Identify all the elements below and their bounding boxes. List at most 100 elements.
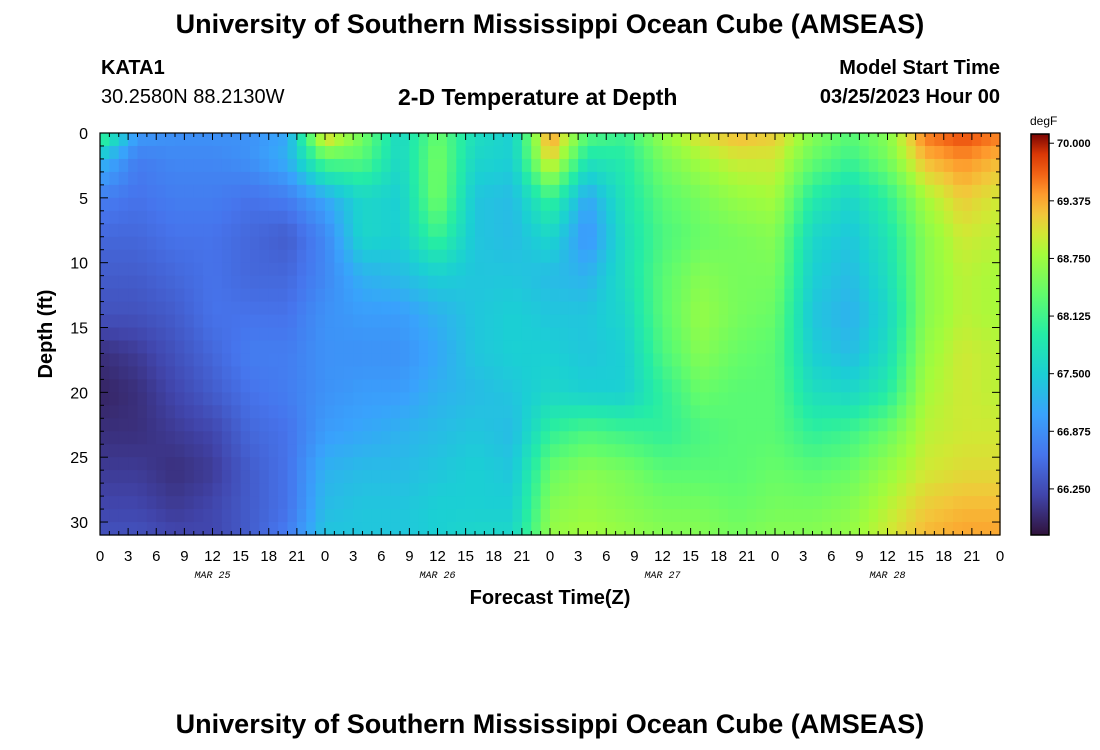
heatmap-cell: [146, 210, 157, 225]
heatmap-cell: [306, 457, 317, 471]
heatmap-cell: [278, 275, 289, 290]
heatmap-cell: [765, 249, 776, 264]
heatmap-cell: [587, 431, 598, 445]
heatmap-cell: [371, 133, 382, 147]
heatmap-cell: [690, 197, 701, 212]
heatmap-cell: [615, 301, 626, 316]
heatmap-cell: [784, 145, 795, 160]
heatmap-cell: [653, 236, 664, 251]
heatmap-cell: [184, 483, 195, 497]
heatmap-cell: [625, 262, 635, 277]
heatmap-cell: [690, 314, 701, 329]
heatmap-cell: [896, 444, 907, 458]
heatmap-cell: [578, 236, 589, 251]
heatmap-cell: [400, 405, 410, 419]
heatmap-cell: [643, 262, 654, 277]
heatmap-cell: [409, 444, 420, 458]
heatmap-cell: [231, 301, 242, 316]
heatmap-cell: [287, 418, 298, 432]
heatmap-cell: [465, 184, 476, 199]
heatmap-cell: [400, 353, 410, 368]
heatmap-cell: [662, 210, 673, 225]
heatmap-cell: [550, 314, 560, 329]
heatmap-cell: [653, 483, 664, 497]
heatmap-cell: [503, 184, 514, 199]
heatmap-cell: [756, 509, 767, 523]
heatmap-cell: [456, 327, 467, 342]
heatmap-cell: [653, 262, 664, 277]
heatmap-cell: [362, 340, 373, 355]
heatmap-cell: [606, 444, 617, 458]
heatmap-cell: [643, 197, 654, 212]
heatmap-cell: [109, 171, 120, 186]
heatmap-cell: [746, 483, 757, 497]
heatmap-cell: [634, 457, 645, 471]
heatmap-cell: [653, 327, 664, 342]
heatmap-cell: [634, 210, 645, 225]
heatmap-cell: [981, 483, 992, 497]
heatmap-cell: [156, 184, 167, 199]
heatmap-cell: [896, 288, 907, 303]
heatmap-cell: [409, 522, 420, 536]
heatmap-cell: [240, 249, 251, 264]
heatmap-cell: [625, 379, 635, 393]
heatmap-cell: [643, 418, 654, 432]
heatmap-cell: [475, 327, 485, 342]
heatmap-cell: [578, 366, 589, 380]
heatmap-cell: [212, 236, 223, 251]
heatmap-cell: [821, 444, 832, 458]
heatmap-cell: [193, 483, 204, 497]
heatmap-cell: [915, 327, 926, 342]
heatmap-cell: [568, 431, 579, 445]
heatmap-cell: [315, 171, 326, 186]
heatmap-cell: [981, 496, 992, 510]
heatmap-cell: [521, 249, 532, 264]
heatmap-cell: [240, 210, 251, 225]
heatmap-cell: [896, 509, 907, 523]
heatmap-cell: [971, 275, 982, 290]
heatmap-cell: [775, 405, 785, 419]
heatmap-cell: [278, 158, 289, 173]
heatmap-cell: [390, 158, 401, 173]
heatmap-cell: [390, 314, 401, 329]
heatmap-cell: [981, 223, 992, 238]
heatmap-cell: [625, 197, 635, 212]
heatmap-cell: [671, 496, 682, 510]
heatmap-cell: [428, 418, 439, 432]
heatmap-cell: [175, 210, 185, 225]
heatmap-cell: [850, 184, 860, 199]
heatmap-cell: [193, 171, 204, 186]
heatmap-cell: [137, 210, 148, 225]
heatmap-cell: [756, 249, 767, 264]
heatmap-cell: [531, 288, 542, 303]
heatmap-cell: [887, 522, 898, 536]
heatmap-cell: [221, 158, 232, 173]
heatmap-cell: [606, 171, 617, 186]
heatmap-cell: [493, 392, 504, 406]
heatmap-cell: [400, 418, 410, 432]
heatmap-cell: [465, 431, 476, 445]
heatmap-cell: [606, 379, 617, 393]
heatmap-cell: [278, 184, 289, 199]
heatmap-cell: [428, 405, 439, 419]
heatmap-cell: [512, 236, 523, 251]
heatmap-cell: [709, 236, 720, 251]
heatmap-cell: [109, 210, 120, 225]
heatmap-cell: [756, 418, 767, 432]
heatmap-cell: [625, 145, 635, 160]
heatmap-cell: [343, 340, 354, 355]
heatmap-cell: [315, 210, 326, 225]
heatmap-cell: [475, 496, 485, 510]
heatmap-cell: [456, 509, 467, 523]
heatmap-cell: [859, 444, 870, 458]
heatmap-cell: [221, 249, 232, 264]
heatmap-cell: [437, 288, 448, 303]
heatmap-cell: [634, 431, 645, 445]
heatmap-cell: [775, 158, 785, 173]
heatmap-cell: [296, 210, 307, 225]
heatmap-cell: [653, 457, 664, 471]
heatmap-cell: [390, 496, 401, 510]
heatmap-cell: [550, 431, 560, 445]
heatmap-cell: [418, 275, 429, 290]
heatmap-cell: [943, 327, 954, 342]
